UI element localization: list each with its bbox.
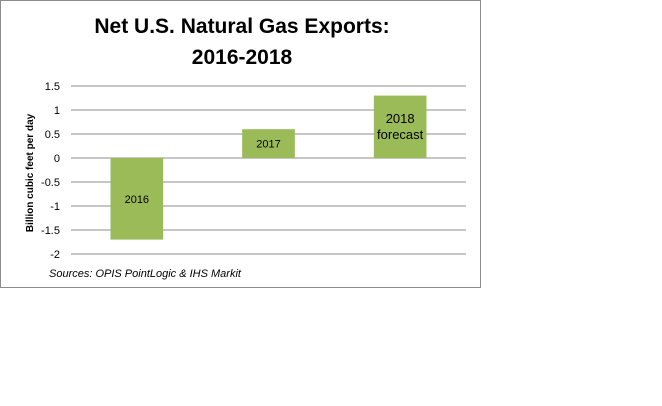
y-axis-label: Billion cubic feet per day bbox=[25, 113, 36, 232]
bar-label: 2016 bbox=[125, 194, 149, 206]
y-tick-label: -1.5 bbox=[41, 225, 60, 237]
y-tick-label: 1.5 bbox=[45, 81, 60, 93]
bar-label: 2017 bbox=[256, 139, 280, 151]
bar-2018-forecast bbox=[373, 95, 427, 158]
y-tick-label: -2 bbox=[50, 249, 60, 261]
source-note: Sources: OPIS PointLogic & IHS Markit bbox=[49, 268, 242, 280]
bar-2016 bbox=[110, 158, 164, 240]
bars bbox=[110, 95, 427, 240]
bar-label: 2018 bbox=[386, 111, 415, 126]
y-tick-label: -0.5 bbox=[41, 177, 60, 189]
chart-title-line-1: Net U.S. Natural Gas Exports: bbox=[94, 15, 389, 38]
chart-container: Net U.S. Natural Gas Exports: 2016-2018 … bbox=[0, 0, 481, 288]
bar-2017 bbox=[242, 129, 295, 158]
y-tick-label: 1 bbox=[54, 105, 60, 117]
chart-svg: Net U.S. Natural Gas Exports: 2016-2018 … bbox=[25, 15, 466, 280]
chart-title-line-2: 2016-2018 bbox=[192, 46, 293, 69]
y-tick-label: 0 bbox=[54, 153, 60, 165]
bar-label: forecast bbox=[377, 127, 424, 142]
y-tick-label: 0.5 bbox=[45, 129, 60, 141]
y-tick-labels: 1.5 1 0.5 0 -0.5 -1 -1.5 -2 bbox=[41, 81, 60, 261]
y-tick-label: -1 bbox=[50, 201, 60, 213]
